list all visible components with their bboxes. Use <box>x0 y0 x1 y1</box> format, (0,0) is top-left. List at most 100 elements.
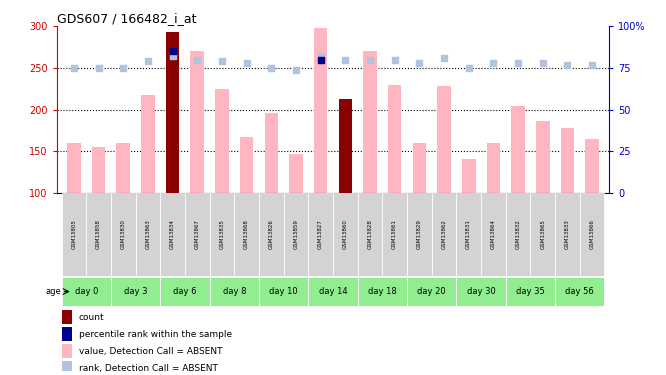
Text: GSM13828: GSM13828 <box>368 219 372 249</box>
Bar <box>333 193 358 276</box>
Bar <box>240 137 254 193</box>
Bar <box>456 277 505 306</box>
Bar <box>561 128 574 193</box>
Bar <box>338 99 352 193</box>
Bar <box>308 193 333 276</box>
Bar <box>264 113 278 193</box>
Text: GSM13862: GSM13862 <box>442 219 446 249</box>
Point <box>192 57 202 63</box>
Text: day 6: day 6 <box>173 287 196 296</box>
Text: day 0: day 0 <box>75 287 98 296</box>
Point <box>414 60 425 66</box>
Point <box>290 67 301 73</box>
Text: GSM13829: GSM13829 <box>417 219 422 249</box>
Bar <box>308 277 358 306</box>
Bar <box>505 277 555 306</box>
Bar <box>407 277 456 306</box>
Point <box>69 65 79 71</box>
Bar <box>215 89 228 193</box>
Bar <box>111 193 136 276</box>
Text: day 8: day 8 <box>222 287 246 296</box>
Text: GSM13827: GSM13827 <box>318 219 323 249</box>
Bar <box>92 147 105 193</box>
Text: GSM13858: GSM13858 <box>96 219 101 249</box>
Text: GSM13863: GSM13863 <box>145 219 151 249</box>
Bar <box>166 32 179 193</box>
Bar <box>284 193 308 276</box>
Bar <box>289 154 303 193</box>
Text: GSM13866: GSM13866 <box>589 219 595 249</box>
Point <box>167 53 178 59</box>
Bar <box>358 277 407 306</box>
Bar <box>62 362 72 375</box>
Bar <box>407 193 432 276</box>
Text: day 56: day 56 <box>565 287 594 296</box>
Point <box>315 53 326 59</box>
Bar <box>585 139 599 193</box>
Bar <box>438 86 451 193</box>
Text: day 18: day 18 <box>368 287 397 296</box>
Bar <box>314 28 328 193</box>
Text: GSM13805: GSM13805 <box>71 219 77 249</box>
Bar <box>111 277 161 306</box>
Text: count: count <box>79 312 105 321</box>
Bar <box>185 193 210 276</box>
Point <box>587 62 597 68</box>
Bar <box>358 193 382 276</box>
Bar <box>67 143 81 193</box>
Bar <box>363 51 377 193</box>
Text: GSM13868: GSM13868 <box>244 219 249 249</box>
Text: GSM13859: GSM13859 <box>294 219 298 249</box>
Bar <box>487 143 500 193</box>
Point <box>439 55 450 61</box>
Point <box>93 65 104 71</box>
Point <box>266 65 276 71</box>
Point <box>562 62 573 68</box>
Text: day 20: day 20 <box>418 287 446 296</box>
Text: GSM13832: GSM13832 <box>515 219 521 249</box>
Bar <box>190 51 204 193</box>
Text: percentile rank within the sample: percentile rank within the sample <box>79 330 232 339</box>
Bar <box>210 193 234 276</box>
Text: day 35: day 35 <box>516 287 545 296</box>
Point <box>365 57 376 63</box>
Point <box>167 48 178 54</box>
Bar <box>456 193 481 276</box>
Bar <box>536 122 549 193</box>
Bar <box>210 277 259 306</box>
Point <box>513 60 523 66</box>
Bar <box>388 85 402 193</box>
Text: GSM13864: GSM13864 <box>491 219 496 249</box>
Text: GSM13830: GSM13830 <box>121 219 126 249</box>
Bar <box>511 106 525 193</box>
Bar <box>382 193 407 276</box>
Text: GSM13860: GSM13860 <box>343 219 348 249</box>
Bar <box>161 277 210 306</box>
Text: GSM13867: GSM13867 <box>194 219 200 249</box>
Bar <box>259 277 308 306</box>
Bar <box>166 32 179 193</box>
Text: GSM13835: GSM13835 <box>220 219 224 249</box>
Point <box>241 60 252 66</box>
Text: rank, Detection Call = ABSENT: rank, Detection Call = ABSENT <box>79 364 218 373</box>
Bar <box>62 310 72 324</box>
Text: day 30: day 30 <box>467 287 496 296</box>
Text: GSM13831: GSM13831 <box>466 219 472 249</box>
Point <box>143 58 153 64</box>
Bar <box>61 193 86 276</box>
Point <box>537 60 548 66</box>
Text: value, Detection Call = ABSENT: value, Detection Call = ABSENT <box>79 346 222 355</box>
Bar <box>234 193 259 276</box>
Bar <box>62 327 72 341</box>
Bar <box>412 143 426 193</box>
Bar <box>117 143 130 193</box>
Text: day 14: day 14 <box>319 287 347 296</box>
Bar <box>481 193 505 276</box>
Bar <box>141 94 155 193</box>
Bar <box>580 193 605 276</box>
Bar <box>432 193 456 276</box>
Point <box>118 65 129 71</box>
Bar <box>161 193 185 276</box>
Text: GSM13826: GSM13826 <box>269 219 274 249</box>
Text: day 10: day 10 <box>269 287 298 296</box>
